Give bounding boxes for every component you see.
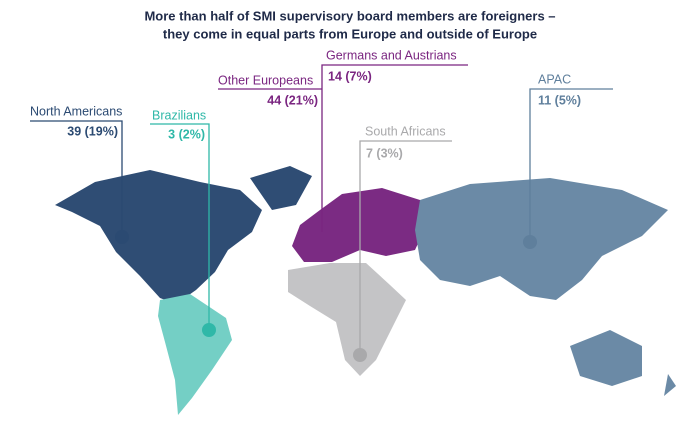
world-map [55,166,676,415]
title-line: More than half of SMI supervisory board … [144,8,555,23]
leader-line [359,140,452,355]
leader-line [529,88,613,242]
north-america [55,170,262,304]
region-label: APAC [538,72,571,86]
region-count: 7 (3%) [366,146,403,160]
south-america [158,294,232,415]
callout: South Africans 7 (3%) [353,124,452,362]
marker [115,230,129,244]
region-label: North Americans [30,104,122,118]
region-count: 39 (19%) [67,124,118,138]
africa [288,263,406,376]
callout: Germans and Austrians 14 (7%) [321,48,468,232]
asia [415,178,668,300]
region-count: 14 (7%) [328,69,372,83]
region-label: Brazilians [152,108,206,122]
region-label: Germans and Austrians [326,48,457,62]
region-label: South Africans [365,124,446,138]
leader-line [150,123,210,330]
region-count: 44 (21%) [267,93,318,107]
callout: Other Europeans 44 (21%) [218,73,322,107]
leader-line [321,64,468,232]
greenland [250,166,312,210]
region-count: 3 (2%) [168,127,205,141]
australia [570,330,642,386]
region-count: 11 (5%) [538,93,581,107]
region-label: Other Europeans [218,73,313,87]
new-zealand [664,374,676,396]
callout: Brazilians 3 (2%) [150,108,216,337]
callout: APAC 11 (5%) [523,72,613,249]
leader-line [30,120,123,237]
callout: North Americans 39 (19%) [30,104,129,244]
title-line: they come in equal parts from Europe and… [163,26,537,41]
europe [292,188,426,262]
marker [202,323,216,337]
marker [353,348,367,362]
marker [523,235,537,249]
